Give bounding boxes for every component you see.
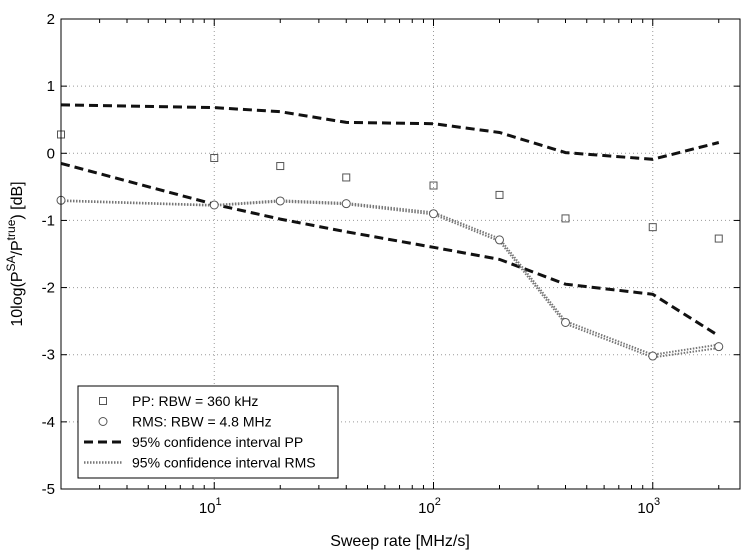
tick-labels: 2 1 0 -1 -2 -3 -4 -5 101 102 103 [42,11,661,517]
rms-marker [495,235,505,245]
legend-swatch [98,417,108,426]
plot-frame [60,18,741,490]
legend: PP: RBW = 360 kHz RMS: RBW = 4.8 MHz 95% c… [77,385,339,479]
axis-ticks [61,18,740,490]
y-tick-label: -5 [42,481,55,498]
plot-area [56,103,724,361]
series-2 [60,103,720,338]
x-axis-label: Sweep rate [MHz/s] [330,533,470,550]
rms-marker [561,317,571,327]
rms-marker [275,196,285,206]
rms-marker [209,200,219,210]
legend-label: PP: RBW = 360 kHz [132,393,258,409]
legend-swatch [99,397,107,405]
pp-marker [342,173,351,182]
pp-marker [495,190,504,199]
pp-marker [714,234,723,243]
series-1 [56,195,724,361]
ci-pp-line [60,103,720,161]
x-tick-label: 103 [637,496,660,517]
pp-marker [648,223,657,232]
y-tick-label: 1 [47,78,55,95]
y-tick-label: 2 [47,11,55,28]
ci-pp-line [60,161,720,338]
y-axis-label: 10log(PSA/Ptrue) [dB] [4,181,26,326]
y-tick-label: 0 [47,145,55,162]
rms-marker [714,342,724,352]
series-3 [60,199,719,359]
pp-marker [276,162,285,171]
legend-label: RMS: RBW = 4.8 MHz [132,414,272,430]
x-tick-label: 101 [199,496,222,517]
legend-label: 95% confidence interval RMS [132,455,316,471]
pp-marker [210,153,219,162]
y-tick-label: -4 [42,414,55,431]
legend-label: 95% confidence interval PP [132,434,303,450]
x-tick-label: 102 [418,496,441,517]
ci-rms-line [60,200,719,359]
y-tick-label: -1 [42,212,55,229]
series-0 [57,130,723,243]
rms-marker [648,351,658,361]
y-tick-label: -3 [42,347,55,364]
pp-marker [561,214,570,223]
ci-rms-line [60,199,719,356]
pp-marker [429,181,438,190]
rms-marker [429,209,439,219]
y-tick-label: -2 [42,280,55,297]
rms-marker [341,199,351,209]
